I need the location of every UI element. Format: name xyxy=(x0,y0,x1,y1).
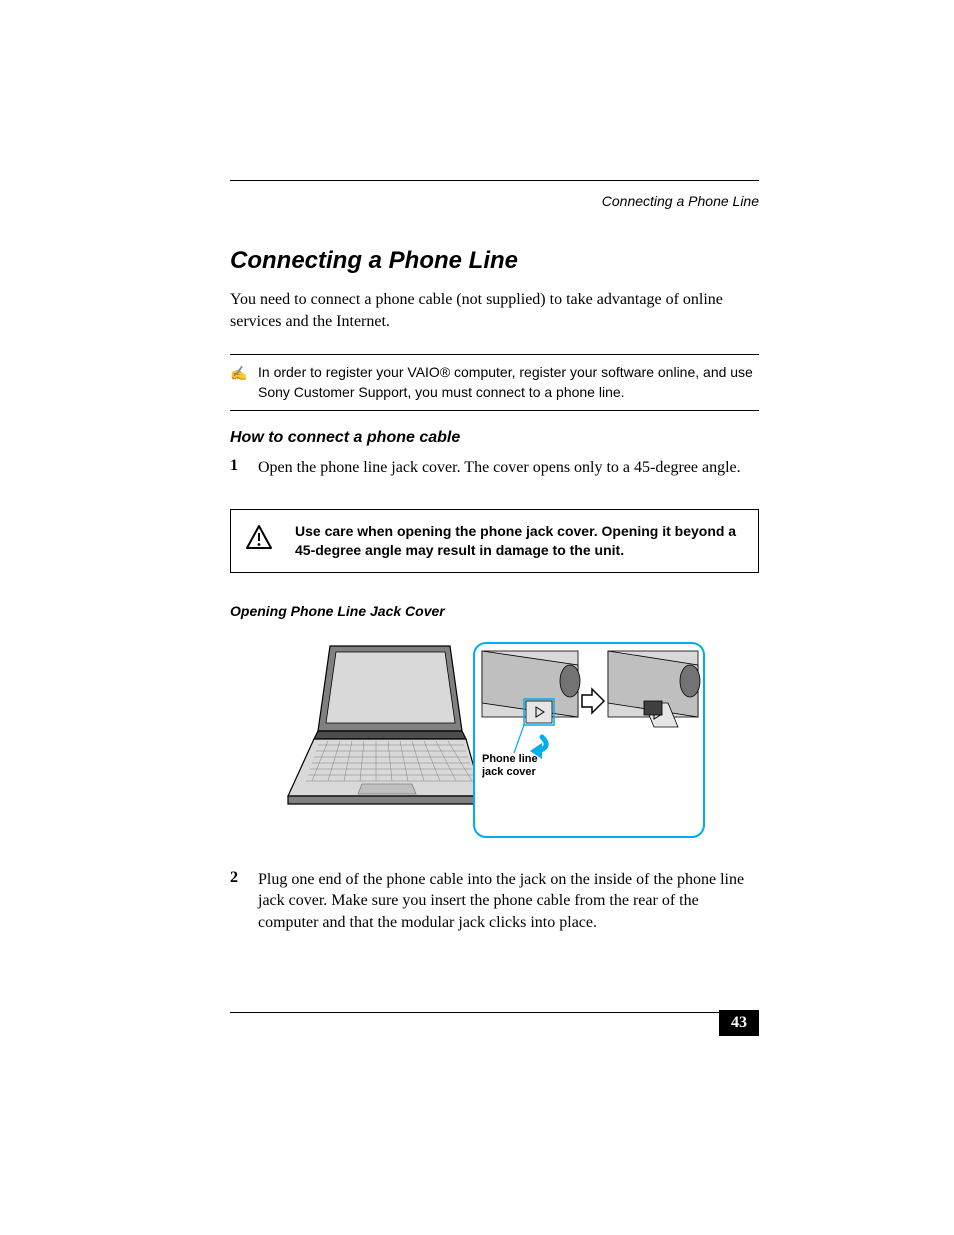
note-block: ✍ In order to register your VAIO® comput… xyxy=(230,354,759,411)
callout-label: Phone linejack cover xyxy=(482,753,552,779)
caution-text: Use care when opening the phone jack cov… xyxy=(295,522,744,560)
figure-phone-jack: Phone linejack cover xyxy=(282,641,707,841)
caution-box: Use care when opening the phone jack cov… xyxy=(230,509,759,573)
step-text: Open the phone line jack cover. The cove… xyxy=(258,457,741,479)
top-rule xyxy=(230,180,759,181)
step-2: 2 Plug one end of the phone cable into t… xyxy=(230,869,759,934)
page-number-badge: 43 xyxy=(719,1010,759,1036)
figure-caption: Opening Phone Line Jack Cover xyxy=(230,603,759,619)
intro-paragraph: You need to connect a phone cable (not s… xyxy=(230,289,759,332)
running-head: Connecting a Phone Line xyxy=(230,193,759,209)
closeup-open xyxy=(608,651,700,727)
page-footer: 43 xyxy=(230,1012,759,1013)
bottom-rule xyxy=(230,1012,759,1013)
step-number: 1 xyxy=(230,457,258,479)
step-number: 2 xyxy=(230,869,258,934)
subheading: How to connect a phone cable xyxy=(230,429,759,447)
laptop-illustration xyxy=(288,646,482,804)
page-title: Connecting a Phone Line xyxy=(230,247,759,275)
note-text: In order to register your VAIO® computer… xyxy=(258,363,759,402)
note-icon: ✍ xyxy=(230,363,252,382)
warning-icon xyxy=(245,522,273,550)
step-1: 1 Open the phone line jack cover. The co… xyxy=(230,457,759,479)
step-text: Plug one end of the phone cable into the… xyxy=(258,869,759,934)
